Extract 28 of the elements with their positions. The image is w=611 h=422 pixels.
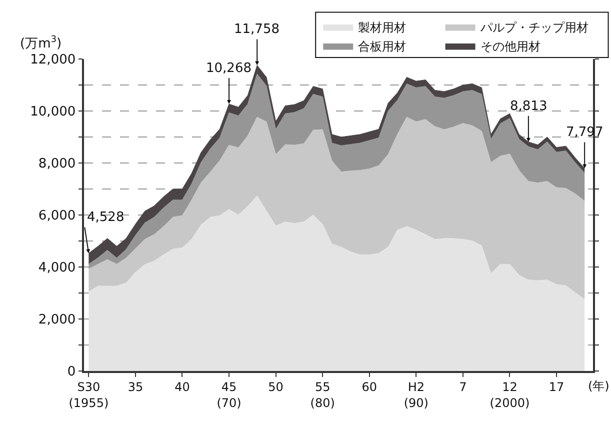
x-tick-label: H2 (90) — [404, 380, 428, 410]
x-tick-label: 55 (80) — [310, 380, 335, 410]
x-tick-label: 50 — [268, 380, 284, 394]
legend-label: 製材用材 — [358, 20, 406, 34]
annotation: 8,813 — [510, 99, 548, 114]
annotation: 4,528 — [87, 210, 124, 225]
y-tick-label: 8,000 — [38, 156, 76, 172]
y-tick-label: 10,000 — [30, 104, 76, 120]
annotation: 10,268 — [206, 61, 252, 76]
x-tick-label: 17 — [548, 380, 564, 394]
y-tick-label: 0 — [67, 364, 76, 380]
y-tick-label: 4,000 — [38, 260, 76, 276]
y-axis-title: (万m$^{3}$) — [20, 35, 62, 52]
x-tick-label: S30 (1955) — [68, 380, 109, 410]
legend-label: 合板用材 — [358, 39, 406, 54]
annotation: 11,758 — [234, 22, 280, 37]
legend-label: その他用材 — [480, 39, 540, 54]
y-tick-label: 12,000 — [30, 52, 76, 68]
x-tick-label: 12 (2000) — [490, 380, 530, 410]
y-tick-label: 6,000 — [38, 208, 76, 224]
x-tick-label: 45 (70) — [216, 380, 242, 410]
x-axis-title: (年) — [588, 379, 610, 393]
x-tick-label: 7 — [459, 380, 467, 394]
y-tick-label: 2,000 — [38, 312, 76, 328]
x-tick-label: 60 — [362, 380, 378, 394]
x-tick-label: 40 — [174, 380, 190, 394]
x-tick-label: 35 — [128, 380, 144, 394]
legend-label: パルプ・チップ用材 — [479, 20, 588, 34]
